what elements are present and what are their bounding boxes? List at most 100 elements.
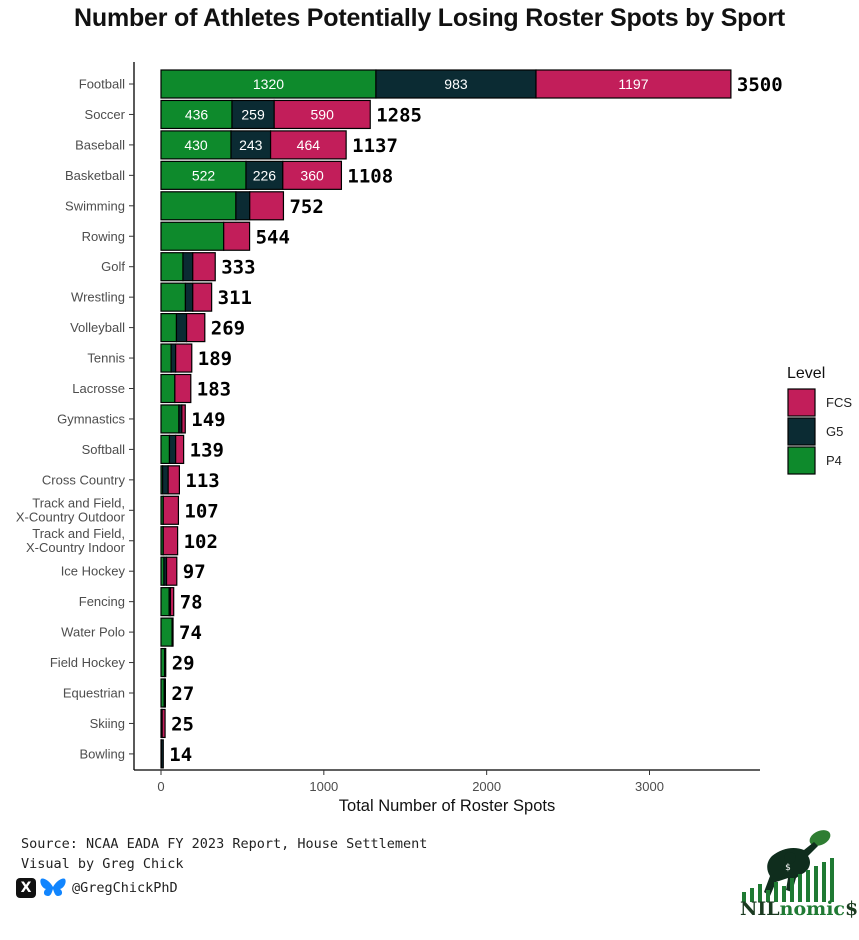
y-tick-label-wrestling: Wrestling [71,290,125,305]
bar-golf-p4 [160,252,184,282]
x-axis-title: Total Number of Roster Spots [339,797,555,815]
segment-label-basketball-g5: 226 [253,167,277,183]
bar-bowling-g5 [160,739,164,769]
bar-volleyball-p4 [160,313,178,343]
bar-wrestling-g5 [184,282,194,312]
y-tick-label-gymnastics: Gymnastics [57,411,125,426]
total-label-tennis: 189 [198,348,232,370]
nilnomics-wordmark: NILnomic$ [740,898,859,920]
bar-softball-p4 [160,434,171,464]
total-label-basketball: 1108 [347,165,393,187]
segment-label-baseball-g5: 243 [239,137,263,153]
total-label-soccer: 1285 [376,104,422,126]
legend-label-p4: P4 [826,453,842,468]
bar-water-polo-g5 [171,617,174,647]
y-tick-label-track-and-field-x-country-indoor: Track and Field, X-Country Indoor [26,526,126,555]
y-tick-label-field-hockey: Field Hockey [50,655,126,670]
total-label-volleyball: 269 [211,318,245,340]
x-logo-icon[interactable]: X [16,878,36,898]
bar-swimming-g5 [235,191,251,221]
segment-label-baseball-p4: 430 [184,137,208,153]
total-label-swimming: 752 [289,196,323,218]
bar-volleyball-g5 [175,313,188,343]
y-tick-label-track-and-field-x-country-outdoor: Track and Field, X-Country Outdoor [16,495,126,524]
y-tick-label-basketball: Basketball [65,168,125,183]
bar-wrestling-p4 [160,282,187,312]
total-label-track-and-field-x-country-outdoor: 107 [184,500,218,522]
legend-label-fcs: FCS [826,395,852,410]
bar-soccer-fcs [273,99,371,130]
bar-rowing-p4 [160,221,225,251]
segment-label-football-g5: 983 [444,76,468,92]
legend-swatch-p4 [787,446,816,475]
segment-label-football-p4: 1320 [253,76,284,92]
bar-volleyball-fcs [185,313,206,343]
bar-softball-fcs [175,434,185,464]
bar-basketball-fcs [282,160,343,190]
segment-label-soccer-p4: 436 [185,106,209,122]
segment-label-soccer-fcs: 590 [311,106,335,122]
bar-track-and-field-x-country-indoor-fcs [162,526,179,556]
social-handle: @GregChickPhD [72,880,178,896]
y-tick-label-softball: Softball [82,442,125,457]
bar-field-hockey-g5 [163,647,167,678]
segment-label-basketball-fcs: 360 [300,167,324,183]
bar-tennis-p4 [160,343,172,373]
author-credit: Visual by Greg Chick [21,856,184,872]
bar-lacrosse-p4 [160,373,176,404]
bar-baseball-p4 [160,130,232,160]
bar-skiing-fcs [161,708,166,739]
bar-gymnastics-fcs [181,404,186,434]
bar-football-g5 [375,69,537,99]
bar-tennis-fcs [175,343,193,373]
y-tick-label-soccer: Soccer [85,107,126,122]
y-tick-label-ice-hockey: Ice Hockey [61,564,126,579]
y-tick-label-baseball: Baseball [75,137,125,152]
segment-label-baseball-fcs: 464 [297,137,321,153]
segment-label-basketball-p4: 522 [192,167,216,183]
total-label-fencing: 78 [180,592,203,614]
bar-rowing-fcs [223,221,251,251]
bar-swimming-fcs [249,191,285,221]
total-label-softball: 139 [190,439,224,461]
y-tick-label-swimming: Swimming [65,198,125,213]
x-tick-label: 0 [157,779,164,794]
y-tick-label-tennis: Tennis [87,351,125,366]
bar-softball-g5 [168,434,177,464]
x-tick-label: 2000 [472,779,501,794]
source-note: Source: NCAA EADA FY 2023 Report, House … [21,836,428,852]
bar-soccer-p4 [160,99,233,130]
total-label-football: 3500 [737,74,783,96]
y-tick-label-fencing: Fencing [79,594,125,609]
segment-label-soccer-g5: 259 [241,106,265,122]
y-tick-label-water-polo: Water Polo [61,625,125,640]
y-tick-label-cross-country: Cross Country [42,472,126,487]
total-label-wrestling: 311 [218,287,252,309]
y-tick-label-golf: Golf [101,259,125,274]
bar-wrestling-fcs [192,282,213,312]
total-label-water-polo: 74 [179,622,202,644]
butterfly-icon[interactable] [40,877,66,899]
y-tick-label-rowing: Rowing [82,229,125,244]
y-tick-label-football: Football [79,77,125,92]
legend-swatch-g5 [787,417,816,446]
bar-cross-country-fcs [167,465,180,495]
bar-fencing-p4 [160,587,170,617]
bar-equestrian-g5 [163,678,166,708]
bar-golf-g5 [182,252,194,282]
y-tick-label-skiing: Skiing [90,716,125,731]
bar-ice-hockey-fcs [165,556,178,586]
y-tick-label-equestrian: Equestrian [63,686,125,701]
total-label-golf: 333 [221,257,255,279]
total-label-cross-country: 113 [185,470,219,492]
y-tick-label-bowling: Bowling [79,746,125,761]
total-label-baseball: 1137 [352,135,398,157]
nilnomics-logo: $ [742,830,834,902]
total-label-track-and-field-x-country-indoor: 102 [184,531,218,553]
total-label-bowling: 14 [169,744,192,766]
total-label-skiing: 25 [171,713,194,735]
y-tick-label-lacrosse: Lacrosse [72,381,125,396]
bar-water-polo-p4 [160,617,173,647]
legend-title: Level [787,365,825,382]
